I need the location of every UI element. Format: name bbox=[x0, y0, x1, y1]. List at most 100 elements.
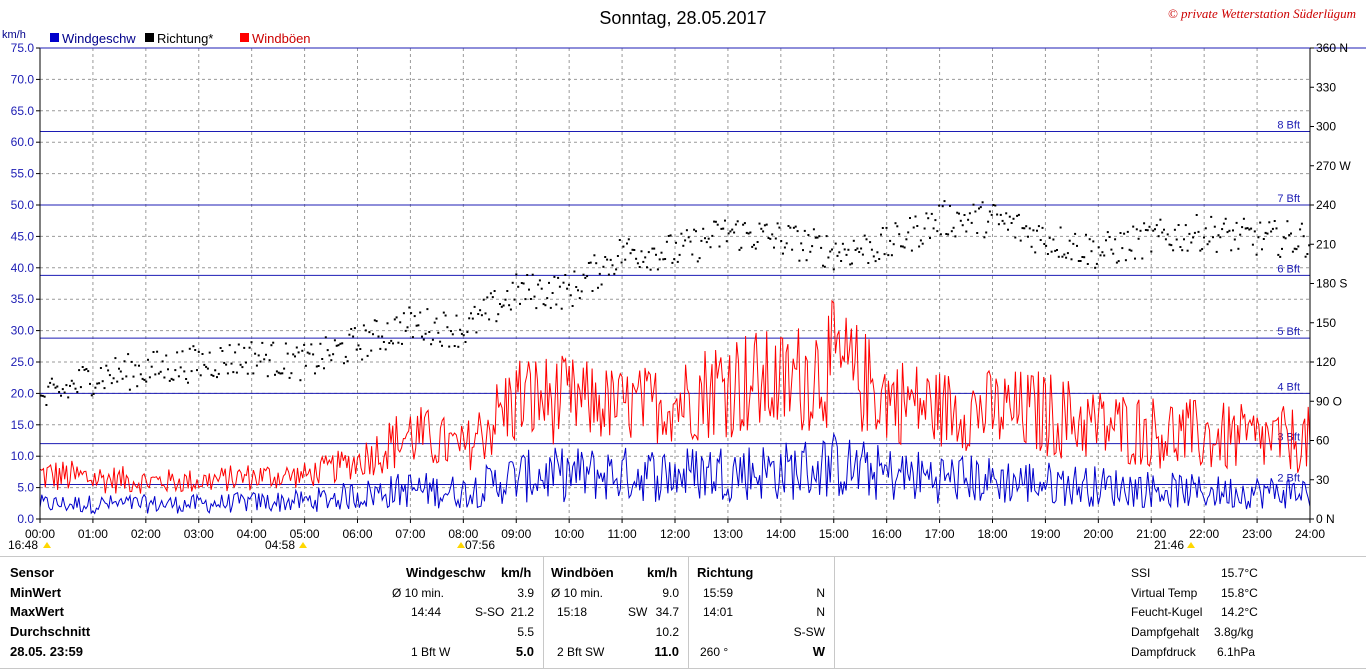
direction-point bbox=[257, 354, 260, 357]
sun-time-label: 04:58 bbox=[265, 538, 295, 552]
direction-point bbox=[1101, 251, 1104, 254]
direction-point bbox=[675, 241, 677, 244]
direction-point bbox=[323, 367, 325, 370]
direction-point bbox=[874, 260, 877, 263]
direction-point bbox=[537, 283, 540, 286]
hdr-direction: Richtung bbox=[697, 565, 754, 580]
direction-point bbox=[1261, 248, 1263, 251]
direction-point bbox=[395, 316, 398, 319]
y2-tick-label: 330 bbox=[1316, 80, 1336, 94]
direction-point bbox=[393, 318, 396, 321]
direction-point bbox=[362, 324, 365, 327]
row-minwert: MinWert bbox=[10, 585, 62, 600]
y-tick-label: 15.0 bbox=[11, 418, 35, 432]
direction-point bbox=[538, 279, 541, 282]
direction-point bbox=[546, 297, 549, 300]
x-tick-label: 22:00 bbox=[1189, 527, 1219, 541]
direction-point bbox=[145, 380, 148, 383]
direction-point bbox=[1059, 226, 1062, 229]
x-tick-label: 19:00 bbox=[1030, 527, 1060, 541]
direction-point bbox=[156, 350, 159, 353]
x-tick-label: 16:00 bbox=[872, 527, 902, 541]
hdr-gust-unit: km/h bbox=[647, 565, 678, 580]
direction-point bbox=[932, 227, 935, 230]
direction-point bbox=[446, 326, 449, 329]
direction-point bbox=[733, 231, 736, 234]
direction-point bbox=[671, 261, 674, 264]
direction-point bbox=[196, 369, 198, 372]
direction-point bbox=[292, 353, 295, 356]
direction-point bbox=[1213, 225, 1216, 228]
y-tick-label: 65.0 bbox=[11, 104, 35, 118]
direction-point bbox=[261, 341, 264, 344]
x-tick-label: 20:00 bbox=[1083, 527, 1113, 541]
direction-point bbox=[368, 331, 371, 334]
direction-point bbox=[863, 234, 866, 237]
sun-time-label: 07:56 bbox=[465, 538, 495, 552]
direction-point bbox=[1212, 236, 1214, 239]
direction-point bbox=[885, 226, 888, 229]
direction-point bbox=[749, 231, 752, 234]
direction-point bbox=[669, 234, 672, 237]
direction-point bbox=[1161, 231, 1164, 234]
direction-point bbox=[1222, 222, 1225, 225]
direction-point bbox=[290, 372, 293, 375]
direction-point bbox=[607, 273, 610, 276]
direction-point bbox=[283, 367, 286, 370]
direction-point bbox=[1103, 254, 1106, 257]
direction-point bbox=[1242, 217, 1245, 220]
direction-point bbox=[702, 227, 705, 230]
direction-point bbox=[695, 230, 697, 233]
y2-tick-label: 90 O bbox=[1316, 394, 1342, 408]
direction-point bbox=[210, 373, 213, 376]
direction-point bbox=[1005, 212, 1008, 215]
direction-point bbox=[782, 252, 784, 255]
direction-point bbox=[397, 341, 400, 344]
table-bottom-border bbox=[0, 668, 1366, 669]
direction-point bbox=[620, 261, 623, 264]
direction-point bbox=[1003, 222, 1006, 225]
direction-point bbox=[1235, 221, 1238, 224]
direction-point bbox=[294, 355, 296, 358]
direction-point bbox=[314, 372, 316, 375]
direction-point bbox=[508, 304, 511, 307]
y2-tick-label: 300 bbox=[1316, 120, 1336, 134]
dir-min-value: N bbox=[816, 586, 825, 600]
direction-point bbox=[58, 391, 61, 393]
direction-point bbox=[74, 387, 77, 390]
direction-point bbox=[1300, 222, 1303, 225]
direction-point bbox=[339, 342, 342, 345]
direction-point bbox=[528, 288, 530, 291]
y2-tick-label: 120 bbox=[1316, 355, 1336, 369]
direction-point bbox=[281, 372, 284, 375]
direction-point bbox=[696, 260, 699, 263]
sun-marker-icon bbox=[1187, 542, 1195, 548]
direction-point bbox=[976, 232, 979, 234]
direction-point bbox=[185, 378, 188, 380]
legend-label: Windböen bbox=[252, 31, 311, 46]
direction-point bbox=[1097, 246, 1100, 249]
direction-point bbox=[98, 382, 101, 385]
direction-point bbox=[745, 231, 748, 234]
direction-point bbox=[1304, 255, 1307, 258]
direction-point bbox=[896, 225, 899, 228]
direction-point bbox=[1025, 225, 1028, 228]
x-tick-label: 02:00 bbox=[131, 527, 161, 541]
direction-point bbox=[1010, 222, 1013, 224]
direction-point bbox=[70, 379, 73, 382]
direction-point bbox=[128, 388, 131, 391]
direction-point bbox=[912, 226, 915, 229]
y-tick-label: 50.0 bbox=[11, 198, 35, 212]
y-axis-unit: km/h bbox=[2, 29, 26, 41]
direction-point bbox=[1190, 241, 1193, 244]
direction-point bbox=[954, 235, 957, 238]
direction-point bbox=[373, 319, 376, 322]
direction-point bbox=[689, 240, 692, 243]
direction-point bbox=[631, 248, 634, 251]
direction-point bbox=[45, 404, 48, 406]
direction-point bbox=[127, 353, 130, 356]
y2-tick-label: 270 W bbox=[1316, 159, 1351, 173]
direction-point bbox=[248, 346, 251, 349]
direction-point bbox=[79, 386, 82, 389]
direction-point bbox=[1108, 236, 1111, 238]
